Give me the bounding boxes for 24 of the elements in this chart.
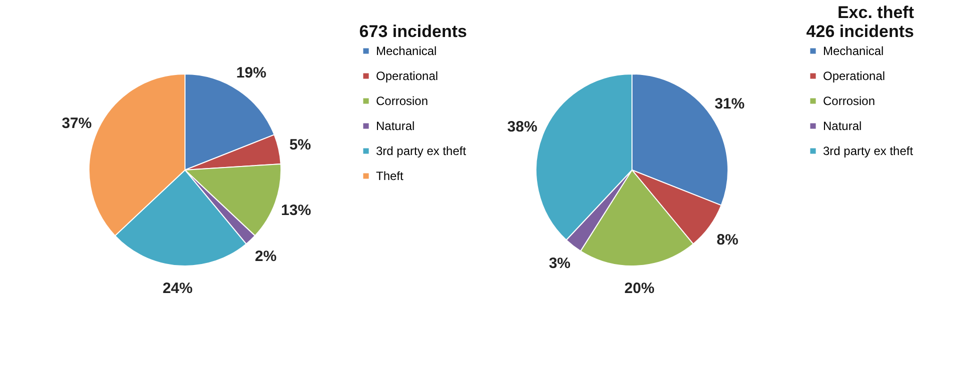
- legend-label: Corrosion: [376, 94, 428, 108]
- legend-label: 3rd party ex theft: [823, 144, 914, 158]
- legend-label: Natural: [823, 119, 862, 133]
- legend-label: Operational: [823, 69, 886, 83]
- chart-title: Exc. theft 426 incidents: [806, 3, 914, 41]
- legend-label: 3rd party ex theft: [376, 144, 467, 158]
- data-label: 20%: [624, 280, 654, 297]
- data-label: 13%: [281, 202, 312, 219]
- legend-label: Theft: [376, 169, 404, 183]
- data-label: 3%: [548, 255, 571, 272]
- data-label: 24%: [162, 280, 193, 297]
- data-label: 31%: [714, 96, 745, 113]
- chart-title: 673 incidents: [359, 22, 467, 41]
- data-label: 8%: [716, 231, 738, 248]
- legend-label: Operational: [376, 69, 438, 83]
- legend-label: Mechanical: [376, 44, 437, 58]
- data-label: 38%: [507, 118, 538, 136]
- legend-label: Mechanical: [823, 44, 884, 58]
- data-label: 37%: [62, 115, 92, 132]
- data-label: 19%: [236, 64, 266, 82]
- legend-label: Corrosion: [823, 94, 876, 108]
- legend-label: Natural: [376, 119, 415, 133]
- data-label: 2%: [254, 248, 277, 266]
- data-label: 5%: [289, 136, 311, 154]
